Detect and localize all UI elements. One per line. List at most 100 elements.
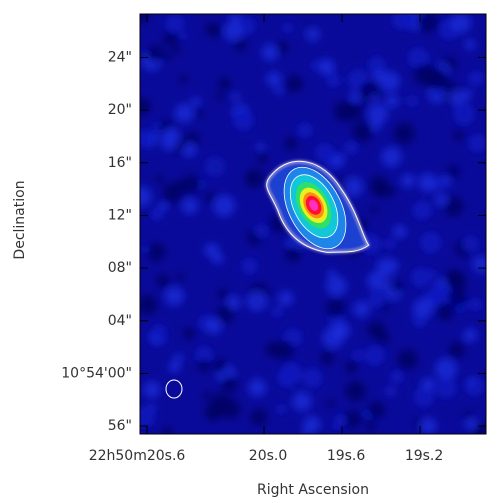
noise-blob (351, 121, 373, 143)
noise-blob (303, 415, 321, 434)
noise-blob (164, 286, 184, 306)
noise-blob (381, 146, 402, 167)
source (266, 160, 370, 253)
noise-blob (325, 297, 346, 318)
noise-blob (439, 175, 451, 187)
noise-blob (410, 267, 431, 288)
noise-blob (150, 208, 164, 221)
noise-blob (254, 224, 269, 239)
noise (140, 14, 486, 434)
noise-blob (154, 174, 164, 184)
noise-blob (194, 109, 204, 119)
noise-blob (305, 26, 320, 42)
noise-blob (140, 97, 151, 115)
x-axis-label: Right Ascension (257, 482, 369, 498)
noise-blob (162, 182, 184, 204)
noise-blob (245, 173, 254, 182)
noise-blob (326, 73, 341, 88)
noise-blob (182, 327, 195, 340)
noise-blob (173, 45, 182, 54)
noise-blob (436, 302, 455, 321)
noise-blob (204, 317, 222, 335)
noise-blob (318, 58, 335, 75)
noise-blob (472, 255, 486, 273)
noise-blob (217, 288, 229, 300)
noise-blob (376, 257, 396, 278)
noise-blob (276, 41, 289, 54)
noise-blob (435, 358, 457, 380)
noise-blob (393, 224, 407, 239)
x-tick-label: 20s.0 (249, 448, 287, 464)
noise-blob (418, 173, 437, 192)
noise-blob (140, 186, 152, 207)
noise-blob (179, 31, 188, 40)
noise-blob (326, 399, 335, 408)
noise-blob (277, 368, 297, 388)
noise-blob (140, 14, 149, 24)
noise-blob (216, 91, 225, 101)
noise-blob (385, 186, 397, 197)
noise-blob (367, 271, 387, 291)
noise-blob (467, 377, 476, 387)
noise-blob (434, 193, 448, 207)
noise-blob (261, 43, 279, 61)
noise-blob (274, 86, 283, 95)
noise-blob (204, 192, 216, 204)
noise-blob (373, 183, 389, 199)
noise-blob (284, 245, 302, 263)
noise-blob (331, 153, 345, 168)
contour (309, 199, 319, 211)
noise-blob (343, 140, 358, 155)
noise-blob (213, 194, 236, 217)
noise-blob (462, 89, 473, 100)
noise-blob (427, 285, 446, 305)
noise-blob (181, 174, 202, 194)
noise-blob (469, 298, 482, 311)
noise-blob (140, 245, 150, 254)
noise-blob (367, 103, 389, 125)
noise-blob (344, 380, 367, 402)
noise-blob (173, 353, 183, 363)
noise-blob (413, 387, 434, 408)
noise-blob (292, 391, 312, 412)
noise-blob (333, 100, 355, 122)
noise-blob (202, 391, 212, 401)
noise-blob (326, 275, 347, 297)
noise-blob (179, 74, 188, 84)
noise-blob (168, 360, 181, 373)
noise-blob (453, 103, 475, 126)
noise-blob (246, 290, 268, 311)
noise-blob (365, 420, 377, 432)
noise-blob (464, 39, 476, 50)
noise-blob (327, 269, 337, 279)
noise-blob (154, 130, 163, 139)
noise-blob (401, 173, 415, 188)
noise-blob (385, 94, 399, 108)
noise-blob (197, 359, 211, 373)
noise-blob (158, 201, 168, 212)
x-tick-label: 19s.6 (327, 448, 366, 464)
noise-blob (146, 242, 166, 262)
noise-blob (444, 269, 463, 288)
noise-blob (367, 320, 386, 339)
noise-blob (349, 91, 362, 103)
noise-blob (174, 103, 194, 123)
noise-blob (417, 14, 439, 34)
noise-blob (390, 370, 404, 384)
noise-blob (368, 291, 385, 308)
y-tick-label: 12" (108, 207, 132, 223)
noise-blob (386, 386, 395, 396)
noise-blob (368, 56, 386, 74)
noise-blob (406, 95, 418, 107)
noise-blob (435, 377, 457, 399)
y-tick-label: 20" (108, 102, 132, 118)
noise-blob (266, 71, 282, 87)
noise-blob (463, 410, 473, 420)
contour (266, 160, 370, 253)
noise-blob (204, 243, 219, 258)
image (140, 14, 486, 434)
noise-blob (364, 345, 385, 366)
noise-blob (443, 196, 464, 217)
noise-blob (257, 153, 268, 165)
